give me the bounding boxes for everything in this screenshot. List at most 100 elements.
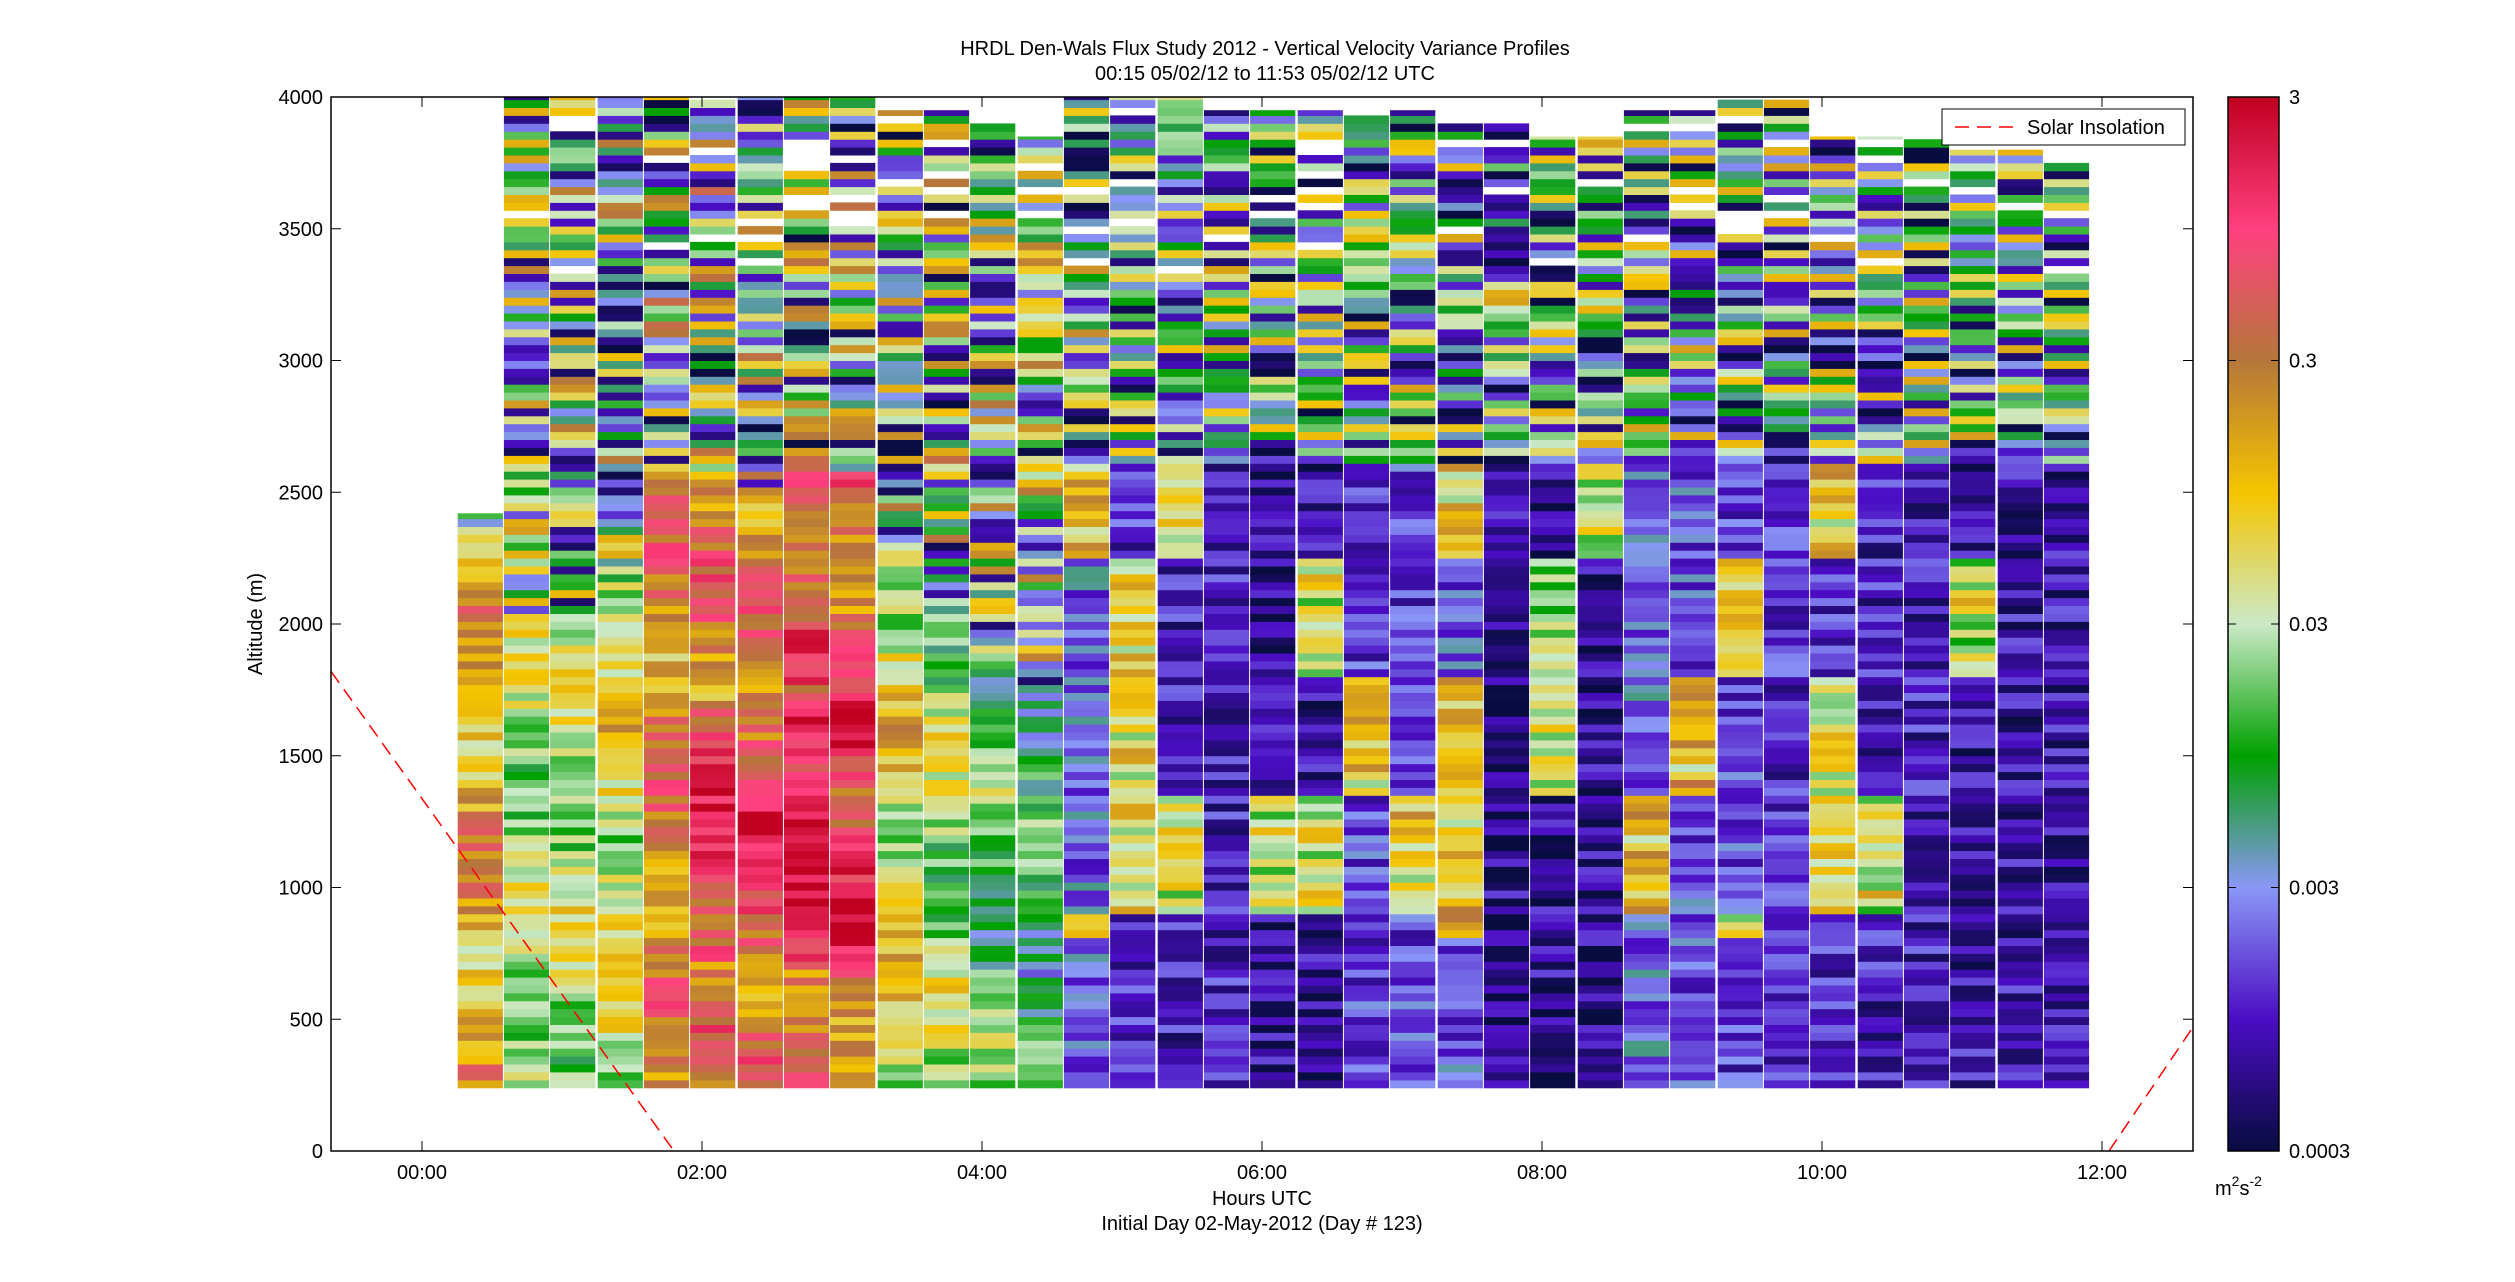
heatmap-cell	[1297, 803, 1343, 812]
heatmap-cell	[1810, 147, 1856, 156]
heatmap-cell	[877, 708, 923, 717]
heatmap-cell	[1530, 779, 1576, 788]
heatmap-cell	[1670, 755, 1716, 765]
heatmap-cell	[597, 360, 643, 369]
heatmap-cell	[1157, 660, 1203, 670]
heatmap-cell	[877, 573, 923, 583]
heatmap-cell	[643, 487, 690, 496]
heatmap-cell	[1903, 898, 1950, 907]
heatmap-cell	[550, 1072, 596, 1081]
heatmap-cell	[1110, 700, 1156, 709]
heatmap-cell	[1670, 423, 1716, 433]
heatmap-cell	[550, 97, 596, 101]
heatmap-cell	[550, 336, 596, 346]
heatmap-cell	[877, 526, 923, 535]
heatmap-cell	[1483, 819, 1530, 828]
heatmap-cell	[737, 985, 783, 994]
heatmap-cell	[1997, 1064, 2043, 1073]
heatmap-cell	[783, 431, 830, 440]
heatmap-cell	[1950, 463, 1996, 472]
heatmap-cell	[1997, 1079, 2043, 1089]
heatmap-cell	[1997, 447, 2043, 456]
heatmap-cell	[737, 637, 783, 646]
heatmap-cell	[1577, 692, 1623, 701]
heatmap-cell	[1577, 297, 1623, 306]
heatmap-cell	[1437, 905, 1483, 915]
heatmap-cell	[1763, 1008, 1810, 1018]
heatmap-cell	[923, 202, 970, 211]
heatmap-cell	[1623, 1024, 1670, 1033]
heatmap-cell	[1997, 660, 2043, 670]
heatmap-cell	[1297, 194, 1343, 203]
heatmap-cell	[877, 194, 923, 203]
heatmap-cell	[1950, 1056, 1996, 1065]
heatmap-cell	[1343, 249, 1390, 259]
heatmap-cell	[1203, 660, 1250, 670]
heatmap-cell	[457, 913, 503, 923]
heatmap-cell	[1343, 526, 1390, 535]
heatmap-cell	[783, 668, 830, 678]
heatmap-cell	[923, 732, 970, 741]
heatmap-cell	[737, 755, 783, 765]
heatmap-cell	[1203, 716, 1250, 725]
heatmap-cell	[1857, 629, 1903, 638]
heatmap-cell	[1997, 985, 2043, 994]
heatmap-cell	[1857, 913, 1903, 923]
heatmap-cell	[1763, 905, 1810, 915]
heatmap-cell	[923, 281, 970, 290]
heatmap-cell	[1063, 487, 1110, 496]
heatmap-cell	[1063, 297, 1110, 306]
heatmap-cell	[1903, 510, 1950, 520]
heatmap-cell	[503, 155, 550, 164]
heatmap-cell	[1157, 447, 1203, 456]
heatmap-cell	[970, 1079, 1016, 1089]
heatmap-cell	[457, 518, 503, 527]
heatmap-cell	[550, 645, 596, 654]
heatmap-cell	[923, 811, 970, 820]
heatmap-cell	[1530, 170, 1576, 180]
heatmap-cell	[550, 905, 596, 915]
heatmap-cell	[1903, 305, 1950, 314]
heatmap-cell	[783, 581, 830, 591]
heatmap-cell	[1017, 415, 1063, 425]
heatmap-cell	[1250, 779, 1296, 788]
heatmap-cell	[1250, 510, 1296, 520]
heatmap-cell	[1530, 874, 1576, 883]
heatmap-cell	[737, 969, 783, 978]
heatmap-cell	[970, 352, 1016, 361]
heatmap-cell	[2043, 747, 2090, 757]
heatmap-cell	[1857, 992, 1903, 1002]
heatmap-cell	[830, 921, 876, 931]
heatmap-cell	[1623, 653, 1670, 662]
heatmap-cell	[1250, 771, 1296, 780]
heatmap-cell	[1903, 526, 1950, 535]
heatmap-cell	[690, 597, 736, 606]
heatmap-cell	[597, 566, 643, 575]
heatmap-cell	[1857, 905, 1903, 915]
heatmap-cell	[1390, 155, 1436, 164]
heatmap-cell	[783, 257, 830, 267]
heatmap-cell	[1203, 890, 1250, 899]
heatmap-cell	[1250, 265, 1296, 274]
heatmap-cell	[877, 368, 923, 377]
heatmap-cell	[1483, 297, 1530, 306]
heatmap-cell	[690, 534, 736, 543]
heatmap-cell	[970, 155, 1016, 164]
heatmap-cell	[1297, 621, 1343, 630]
heatmap-cell	[1717, 858, 1763, 867]
heatmap-cell	[1390, 305, 1436, 314]
heatmap-cell	[970, 147, 1016, 156]
heatmap-cell	[1063, 700, 1110, 709]
heatmap-cell	[1997, 1048, 2043, 1057]
heatmap-cell	[1903, 874, 1950, 883]
heatmap-cell	[690, 937, 736, 946]
heatmap-cell	[970, 376, 1016, 385]
heatmap-cell	[1903, 921, 1950, 931]
heatmap-cell	[1577, 502, 1623, 512]
heatmap-cell	[1250, 581, 1296, 591]
heatmap-cell	[2043, 739, 2090, 749]
heatmap-cell	[783, 826, 830, 836]
heatmap-cell	[550, 249, 596, 259]
heatmap-cell	[1063, 289, 1110, 298]
heatmap-cell	[1717, 937, 1763, 946]
